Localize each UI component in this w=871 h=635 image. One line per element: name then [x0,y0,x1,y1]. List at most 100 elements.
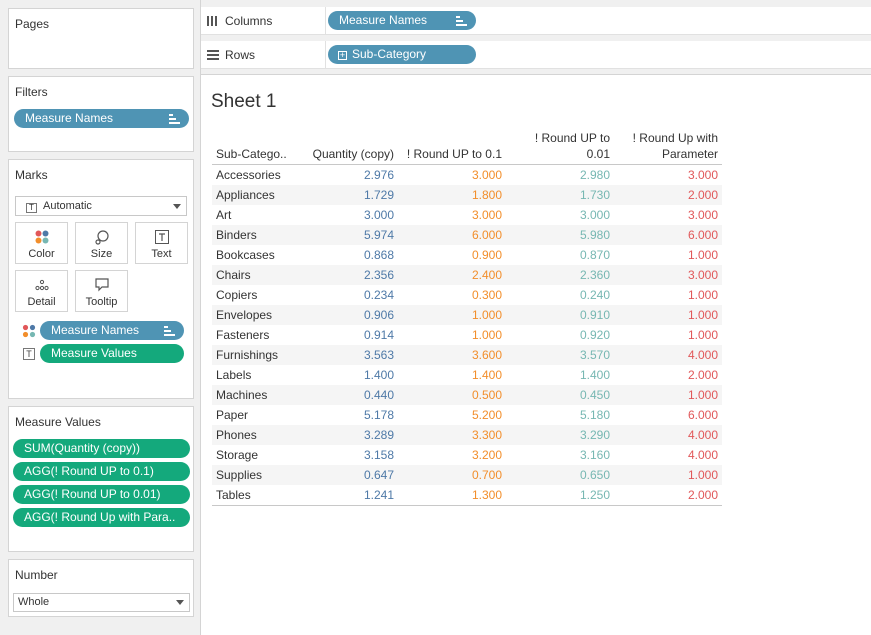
columns-shelf[interactable]: Columns Measure Names [201,7,871,35]
cell-sub-category[interactable]: Binders [212,225,302,245]
cell-quantity[interactable]: 0.440 [302,385,398,405]
table-row[interactable]: Tables 1.241 1.300 1.250 2.000 [212,485,722,506]
table-row[interactable]: Fasteners 0.914 1.000 0.920 1.000 [212,325,722,345]
cell-round-param[interactable]: 3.000 [687,168,718,182]
cell-quantity[interactable]: 2.356 [302,265,398,285]
cell-sub-category[interactable]: Machines [212,385,302,405]
cell-round-param[interactable]: 2.000 [614,185,722,205]
cell-round-param[interactable]: 1.000 [614,305,722,325]
filters-card[interactable]: Filters Measure Names [8,76,194,152]
cell-round-01[interactable]: 1.400 [471,368,502,382]
cell-round-param[interactable]: 2.000 [687,368,718,382]
table-row[interactable]: Appliances 1.729 1.800 1.730 2.000 [212,185,722,205]
cell-round-param[interactable]: 4.000 [614,345,722,365]
text-button[interactable]: Text [135,222,188,264]
header-round-001[interactable]: ! Round UP to 0.01 [506,130,614,165]
measure-value-pill[interactable]: AGG(! Round UP to 0.01) [13,485,190,504]
cell-sub-category[interactable]: Bookcases [216,248,275,262]
table-row[interactable]: Chairs 2.356 2.400 2.360 3.000 [212,265,722,285]
cell-round-001[interactable]: 0.870 [579,248,610,262]
rows-shelf[interactable]: Rows + Sub-Category [201,41,871,69]
cell-quantity[interactable]: 0.906 [302,305,398,325]
cell-sub-category[interactable]: Copiers [216,288,258,302]
measure-value-pill[interactable]: SUM(Quantity (copy)) [13,439,190,458]
cell-round-001[interactable]: 3.160 [579,448,610,462]
cell-round-01[interactable]: 1.000 [471,328,502,342]
marks-pill-measure-names[interactable]: Measure Names [40,321,184,340]
cell-sub-category[interactable]: Fasteners [216,328,270,342]
cell-round-001[interactable]: 1.730 [506,185,614,205]
cell-round-01[interactable]: 3.000 [471,168,502,182]
columns-pill-measure-names[interactable]: Measure Names [328,11,476,30]
cell-sub-category[interactable]: Paper [216,408,249,422]
cell-round-01[interactable]: 1.000 [398,305,506,325]
cell-quantity[interactable]: 1.400 [363,368,394,382]
table-row[interactable]: Machines 0.440 0.500 0.450 1.000 [212,385,722,405]
cell-round-01[interactable]: 3.300 [398,425,506,445]
crosstab-table[interactable]: Sub-Catego.. Quantity (copy) ! Round UP … [212,130,722,506]
cell-round-001[interactable]: 3.290 [506,425,614,445]
cell-round-001[interactable]: 0.650 [506,465,614,485]
cell-sub-category[interactable]: Art [216,208,232,222]
measure-value-pill[interactable]: AGG(! Round Up with Para.. [13,508,190,527]
cell-round-param[interactable]: 2.000 [614,485,722,506]
cell-round-param[interactable]: 4.000 [614,425,722,445]
cell-quantity[interactable]: 3.563 [302,345,398,365]
cell-round-001[interactable]: 3.570 [506,345,614,365]
cell-round-001[interactable]: 0.910 [506,305,614,325]
table-row[interactable]: Art 3.000 3.000 3.000 3.000 [212,205,722,225]
cell-quantity[interactable]: 5.974 [302,225,398,245]
cell-round-01[interactable]: 3.200 [471,448,502,462]
cell-round-01[interactable]: 6.000 [398,225,506,245]
cell-round-param[interactable]: 3.000 [614,265,722,285]
cell-quantity[interactable]: 1.729 [302,185,398,205]
cell-round-001[interactable]: 0.450 [506,385,614,405]
cell-round-001[interactable]: 2.360 [506,265,614,285]
table-row[interactable]: Labels 1.400 1.400 1.400 2.000 [212,365,722,385]
cell-round-001[interactable]: 5.180 [579,408,610,422]
table-row[interactable]: Envelopes 0.906 1.000 0.910 1.000 [212,305,722,325]
cell-sub-category[interactable]: Envelopes [212,305,302,325]
cell-sub-category[interactable]: Appliances [212,185,302,205]
header-round-01[interactable]: ! Round UP to 0.1 [398,130,506,165]
cell-round-param[interactable]: 1.000 [614,465,722,485]
cell-round-01[interactable]: 3.000 [471,208,502,222]
cell-round-01[interactable]: 0.300 [471,288,502,302]
cell-round-param[interactable]: 1.000 [687,288,718,302]
tooltip-button[interactable]: Tooltip [75,270,128,312]
cell-quantity[interactable]: 0.234 [363,288,394,302]
detail-button[interactable]: Detail [15,270,68,312]
cell-quantity[interactable]: 0.868 [363,248,394,262]
cell-round-param[interactable]: 4.000 [687,448,718,462]
measure-value-pill[interactable]: AGG(! Round UP to 0.1) [13,462,190,481]
table-row[interactable]: Phones 3.289 3.300 3.290 4.000 [212,425,722,445]
marks-card[interactable]: Marks T Automatic Color Size Text Detail … [8,159,194,399]
cell-sub-category[interactable]: Furnishings [212,345,302,365]
filter-pill-measure-names[interactable]: Measure Names [14,109,189,128]
size-button[interactable]: Size [75,222,128,264]
cell-sub-category[interactable]: Storage [216,448,259,462]
table-row[interactable]: Copiers 0.234 0.300 0.240 1.000 [212,285,722,305]
cell-round-001[interactable]: 3.000 [579,208,610,222]
cell-round-param[interactable]: 1.000 [687,328,718,342]
cell-round-001[interactable]: 5.980 [506,225,614,245]
header-quantity[interactable]: Quantity (copy) [302,130,398,165]
pages-card[interactable]: Pages [8,8,194,69]
cell-sub-category[interactable]: Chairs [212,265,302,285]
table-row[interactable]: Supplies 0.647 0.700 0.650 1.000 [212,465,722,485]
cell-round-001[interactable]: 2.980 [579,168,610,182]
cell-round-param[interactable]: 3.000 [687,208,718,222]
cell-round-01[interactable]: 1.300 [398,485,506,506]
cell-round-01[interactable]: 2.400 [398,265,506,285]
cell-round-01[interactable]: 3.600 [398,345,506,365]
cell-round-param[interactable]: 6.000 [687,408,718,422]
cell-quantity[interactable]: 2.976 [363,168,394,182]
cell-round-001[interactable]: 1.250 [506,485,614,506]
rows-pill-sub-category[interactable]: + Sub-Category [328,45,476,64]
table-row[interactable]: Furnishings 3.563 3.600 3.570 4.000 [212,345,722,365]
cell-sub-category[interactable]: Supplies [212,465,302,485]
cell-round-param[interactable]: 1.000 [687,248,718,262]
number-card[interactable]: Number Whole [8,559,194,617]
cell-round-param[interactable]: 6.000 [614,225,722,245]
color-button[interactable]: Color [15,222,68,264]
